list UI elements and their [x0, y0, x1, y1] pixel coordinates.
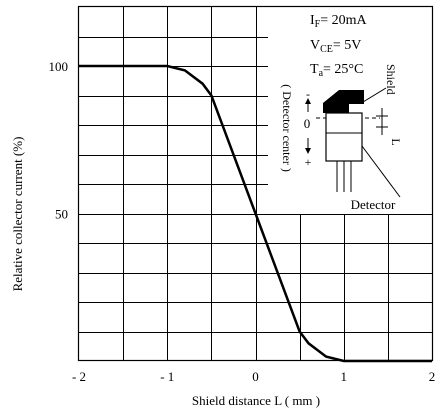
zero-mark: 0 — [304, 116, 311, 131]
condition-0: IF= 20mA — [310, 13, 368, 30]
shield-label: Shield — [384, 64, 398, 95]
y-axis-label: Relative collector current (%) — [10, 137, 25, 292]
inset-diagram: IF= 20mA VCE= 5V Ta= 25°C ( Detector cente… — [268, 7, 432, 214]
x-tick-label: 0 — [252, 369, 259, 384]
plus-sign: + — [305, 155, 312, 169]
y-tick-label: 100 — [49, 59, 69, 74]
x-tick-label: - 2 — [72, 369, 86, 384]
detector-center-label: ( Detector center ) — [280, 84, 294, 172]
detector-leader — [361, 145, 401, 198]
x-tick-label: 1 — [341, 369, 348, 384]
detector-body — [325, 112, 363, 162]
plot-frame — [77, 5, 434, 362]
L-label: L — [389, 138, 403, 145]
down-arrow-head — [305, 148, 311, 154]
x-tick-label: - 1 — [160, 369, 174, 384]
minus-sign: - — [306, 87, 310, 101]
x-axis-label: Shield distance L ( mm ) — [192, 393, 320, 408]
condition-2: Ta= 25°C — [310, 62, 363, 79]
x-tick-label: 2 — [429, 369, 436, 384]
conditions: IF= 20mA VCE= 5V Ta= 25°C — [310, 13, 368, 79]
inset-panel — [268, 7, 432, 214]
detector-label: Detector — [351, 197, 396, 212]
shield-body — [323, 90, 364, 113]
y-tick-label: 50 — [55, 207, 68, 222]
series-line — [79, 64, 432, 363]
up-arrow-head — [305, 98, 311, 104]
condition-1: VCE= 5V — [310, 38, 361, 55]
tick-labels: - 2 - 1 0 1 2 50 100 — [49, 59, 436, 384]
shield-leader — [362, 87, 387, 103]
